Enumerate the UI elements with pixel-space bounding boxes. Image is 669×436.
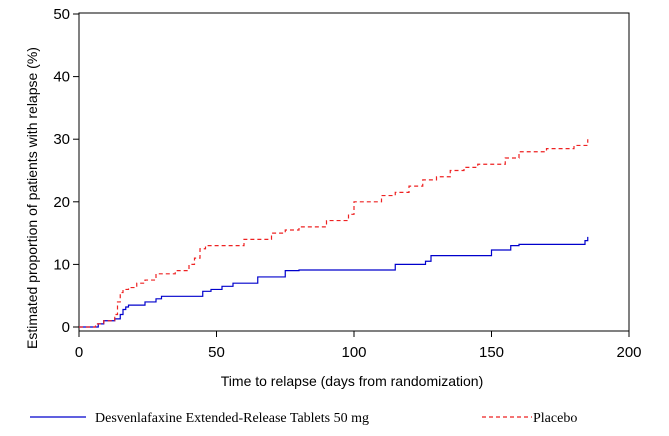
y-tick-label: 0	[62, 319, 70, 336]
series-line-desvenlafaxine	[79, 236, 589, 328]
x-tick-label: 150	[479, 344, 504, 361]
legend: Desvenlafaxine Extended-Release Tablets …	[30, 411, 577, 426]
x-tick-label: 100	[341, 344, 366, 361]
legend-label-placebo: Placebo	[533, 411, 577, 426]
axes: 0 50 100 150 200 0 10 20 30 40 50	[53, 6, 641, 361]
y-axis-title: Estimated proportion of patients with re…	[24, 47, 40, 349]
series-line-placebo	[79, 139, 589, 328]
y-tick-label: 10	[53, 256, 70, 273]
x-tick-label: 0	[75, 344, 83, 361]
y-tick-label: 40	[53, 69, 70, 86]
series-layer	[79, 139, 589, 328]
x-tick-label: 50	[208, 344, 225, 361]
x-axis-title: Time to relapse (days from randomization…	[221, 373, 483, 389]
legend-label-desvenlafaxine: Desvenlafaxine Extended-Release Tablets …	[95, 411, 369, 426]
x-tick-label: 200	[616, 344, 641, 361]
y-tick-label: 30	[53, 131, 70, 148]
y-tick-label: 20	[53, 194, 70, 211]
plot-frame	[78, 12, 630, 332]
y-tick-label: 50	[53, 6, 70, 23]
